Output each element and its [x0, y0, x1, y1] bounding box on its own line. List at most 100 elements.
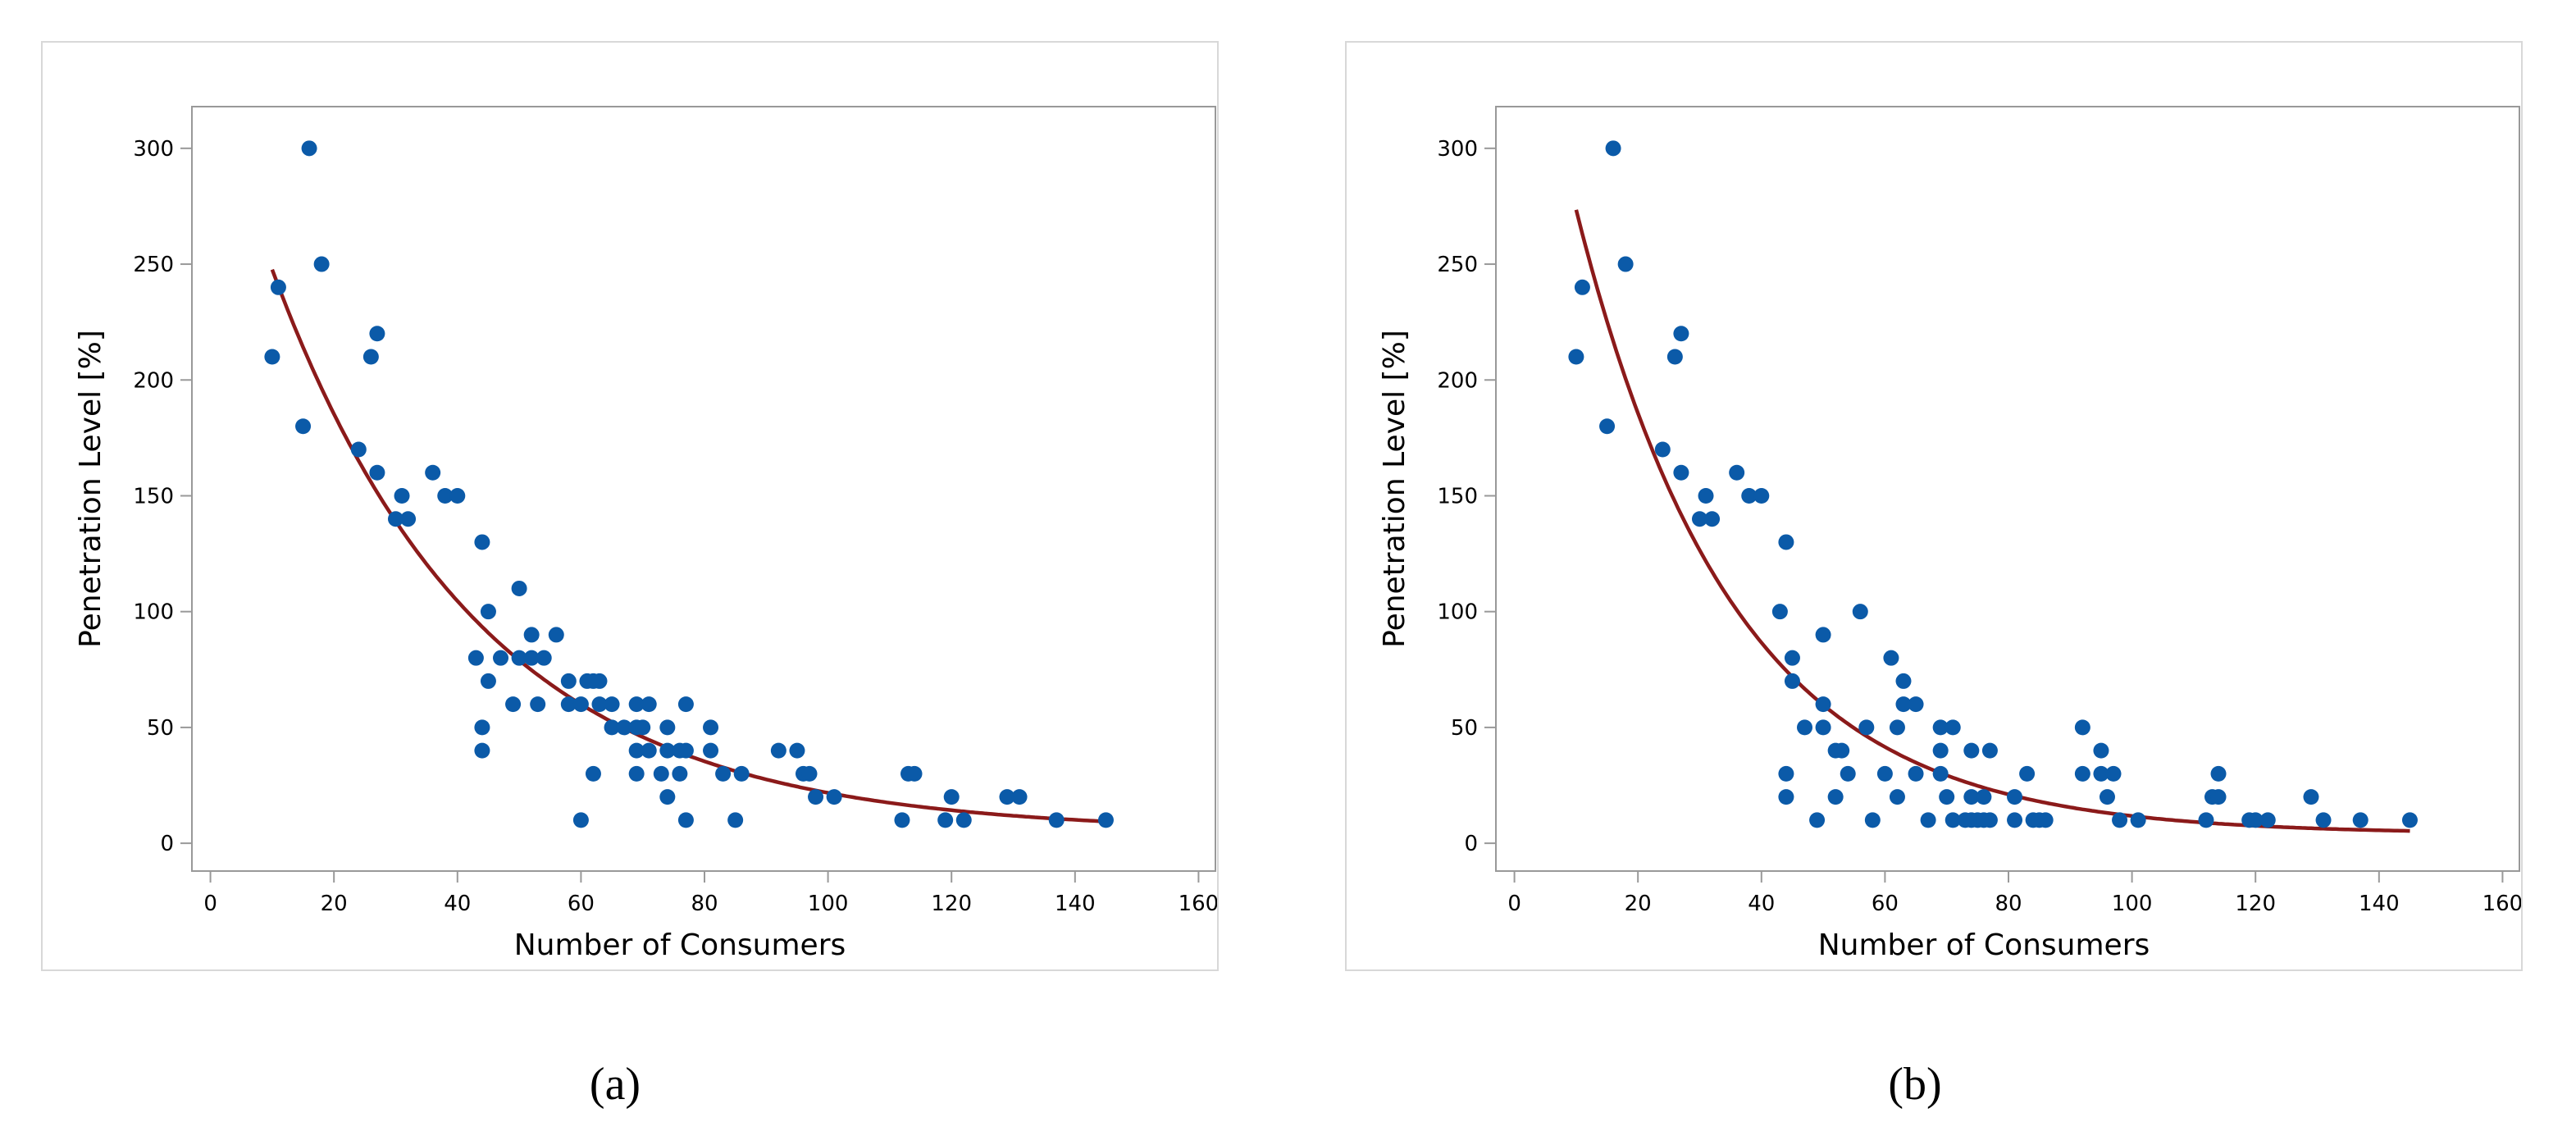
data-point — [1895, 696, 1912, 713]
data-point — [1908, 765, 1924, 782]
data-point — [449, 487, 466, 504]
x-tick-label: 0 — [203, 892, 217, 916]
data-point — [536, 650, 552, 666]
data-point — [572, 696, 589, 713]
plot-frame — [191, 106, 1216, 872]
data-point — [467, 650, 484, 666]
data-point — [1889, 719, 1905, 736]
y-tick-label: 250 — [133, 253, 174, 277]
data-point — [1784, 650, 1800, 666]
data-point — [2074, 765, 2090, 782]
data-point — [1778, 534, 1794, 550]
data-point — [1568, 349, 1584, 365]
data-point — [2007, 789, 2023, 805]
data-point — [808, 789, 824, 805]
data-point — [826, 789, 842, 805]
data-point — [591, 696, 608, 713]
data-point — [653, 765, 669, 782]
x-tick-label: 80 — [1995, 892, 2022, 916]
caption-b: (b) — [1888, 1059, 1942, 1110]
data-point — [1981, 742, 1998, 759]
y-tick-label: 100 — [133, 600, 174, 625]
data-point — [1858, 719, 1875, 736]
data-point — [2198, 812, 2214, 828]
data-point — [641, 696, 657, 713]
data-point — [659, 742, 676, 759]
data-point — [1815, 719, 1831, 736]
data-point — [672, 765, 688, 782]
data-point — [1097, 812, 1114, 828]
data-point — [955, 812, 972, 828]
data-point — [1939, 789, 1955, 805]
data-point — [1654, 441, 1671, 458]
data-point — [2352, 812, 2369, 828]
x-tick-label: 120 — [931, 892, 972, 916]
data-point — [1932, 719, 1949, 736]
data-point — [2093, 765, 2109, 782]
data-point — [1704, 511, 1721, 527]
data-point — [2019, 765, 2036, 782]
y-tick-label: 0 — [160, 832, 174, 856]
data-point — [641, 742, 657, 759]
data-point — [628, 742, 645, 759]
x-axis-title: Number of Consumers — [514, 928, 846, 962]
data-point — [2037, 812, 2054, 828]
data-point — [369, 326, 385, 342]
data-point — [1895, 673, 1912, 689]
y-axis-title: Penetration Level [%] — [1378, 330, 1411, 648]
data-point — [1778, 765, 1794, 782]
data-point — [1920, 812, 1936, 828]
data-point — [505, 696, 522, 713]
data-point — [474, 534, 490, 550]
data-point — [1876, 765, 1893, 782]
data-point — [1827, 789, 1844, 805]
data-point — [530, 696, 546, 713]
x-tick-label: 80 — [691, 892, 718, 916]
data-point — [1771, 604, 1788, 620]
data-point — [474, 719, 490, 736]
data-point — [1963, 742, 1980, 759]
data-point — [1809, 812, 1826, 828]
data-point — [2210, 765, 2227, 782]
data-point — [493, 650, 509, 666]
data-point — [1673, 326, 1689, 342]
data-point — [1883, 650, 1899, 666]
data-point — [560, 673, 577, 689]
data-point — [1599, 418, 1616, 435]
y-tick-label: 150 — [1437, 484, 1478, 509]
data-point — [523, 650, 540, 666]
x-tick-label: 140 — [1055, 892, 1096, 916]
data-point — [572, 812, 589, 828]
y-tick-label: 200 — [133, 368, 174, 393]
data-point — [628, 765, 645, 782]
data-point — [937, 812, 954, 828]
data-point — [1889, 789, 1905, 805]
data-point — [659, 719, 676, 736]
data-point — [2105, 765, 2122, 782]
data-point — [1932, 742, 1949, 759]
data-point — [362, 349, 379, 365]
data-point — [511, 580, 527, 596]
data-point — [2210, 789, 2227, 805]
data-point — [1852, 604, 1868, 620]
data-point — [2112, 812, 2128, 828]
data-point — [1605, 140, 1621, 157]
data-point — [1815, 696, 1831, 713]
x-tick-label: 140 — [2359, 892, 2400, 916]
data-point — [604, 719, 620, 736]
data-point — [999, 789, 1015, 805]
data-point — [1617, 256, 1634, 272]
data-point — [1815, 627, 1831, 643]
data-point — [394, 487, 410, 504]
data-point — [480, 604, 496, 620]
y-tick-label: 300 — [1437, 137, 1478, 162]
x-tick-label: 100 — [808, 892, 849, 916]
data-point — [1698, 487, 1714, 504]
data-point — [677, 742, 694, 759]
data-point — [1840, 765, 1856, 782]
data-point — [313, 256, 330, 272]
y-tick-label: 0 — [1464, 832, 1478, 856]
data-point — [1729, 464, 1745, 481]
data-point — [1797, 719, 1813, 736]
x-tick-label: 160 — [2483, 892, 2521, 916]
